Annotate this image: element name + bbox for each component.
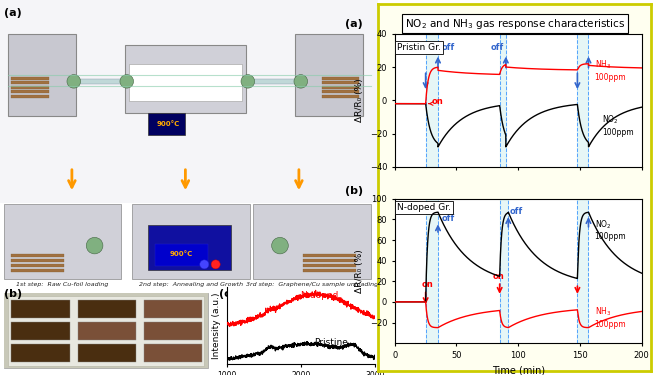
Text: N-doped: N-doped — [300, 291, 339, 300]
Text: 2nd step:  Annealing and Growth: 2nd step: Annealing and Growth — [139, 282, 243, 287]
Bar — [11, 259, 64, 262]
Circle shape — [211, 260, 220, 269]
Bar — [78, 344, 136, 362]
Bar — [322, 94, 359, 98]
Text: 3rd step:  Graphene/Cu sample unloading: 3rd step: Graphene/Cu sample unloading — [246, 282, 378, 287]
Bar — [147, 112, 186, 135]
Bar — [78, 300, 136, 318]
Text: off: off — [442, 214, 455, 223]
Bar — [499, 34, 506, 167]
Bar — [11, 254, 64, 257]
Text: 900°C: 900°C — [157, 121, 180, 127]
Bar — [76, 79, 125, 84]
Bar — [322, 90, 359, 93]
Bar — [322, 76, 359, 80]
Text: NH$_3$
100ppm: NH$_3$ 100ppm — [595, 306, 626, 329]
Text: N-doped Gr.: N-doped Gr. — [397, 203, 451, 212]
Y-axis label: Intensity (a.u.): Intensity (a.u.) — [213, 292, 222, 358]
Bar — [147, 225, 231, 270]
Text: on: on — [422, 280, 434, 290]
Bar — [499, 199, 508, 343]
Text: Pristin Gr.: Pristin Gr. — [397, 43, 441, 52]
Text: (b): (b) — [4, 289, 22, 299]
Bar — [11, 300, 70, 318]
Bar — [303, 264, 355, 267]
Bar — [11, 94, 49, 98]
Y-axis label: ΔR/R₀ (%): ΔR/R₀ (%) — [355, 78, 364, 122]
Text: (a): (a) — [345, 19, 363, 29]
Bar — [426, 199, 438, 343]
Bar — [0, 0, 378, 202]
Circle shape — [120, 75, 134, 88]
Text: on: on — [432, 97, 443, 106]
Bar — [578, 34, 588, 167]
Bar — [4, 204, 121, 279]
Bar — [125, 45, 246, 112]
Bar — [11, 344, 70, 362]
Bar — [11, 90, 49, 93]
Bar — [303, 268, 355, 272]
X-axis label: Time (min): Time (min) — [492, 365, 545, 375]
Bar — [155, 244, 208, 266]
Text: NO$_2$
100ppm: NO$_2$ 100ppm — [602, 114, 634, 137]
Circle shape — [200, 260, 209, 269]
Bar — [11, 268, 64, 272]
Text: off: off — [509, 207, 523, 216]
Y-axis label: ΔR/R₀ (%): ΔR/R₀ (%) — [355, 249, 364, 293]
Text: NO$_2$
100ppm: NO$_2$ 100ppm — [595, 218, 626, 241]
Text: off: off — [442, 44, 455, 52]
Circle shape — [294, 75, 307, 88]
Bar — [11, 264, 64, 267]
Text: (b): (b) — [345, 186, 364, 196]
Bar — [11, 86, 49, 88]
Text: Pristine: Pristine — [314, 338, 347, 347]
Bar — [7, 296, 204, 366]
Text: NH$_3$
100ppm: NH$_3$ 100ppm — [595, 59, 626, 82]
Bar — [7, 34, 76, 116]
Text: 1st step:  Raw Cu-foil loading: 1st step: Raw Cu-foil loading — [16, 282, 109, 287]
Bar — [578, 199, 588, 343]
Bar — [253, 204, 370, 279]
Bar — [295, 34, 363, 116]
Text: (a): (a) — [4, 8, 22, 18]
Text: (c): (c) — [219, 289, 236, 299]
Circle shape — [86, 237, 103, 254]
Bar — [246, 79, 295, 84]
Bar — [143, 300, 203, 318]
Bar — [426, 34, 438, 167]
Bar — [322, 81, 359, 84]
Bar — [11, 81, 49, 84]
Text: NO$_2$ and NH$_3$ gas response characteristics: NO$_2$ and NH$_3$ gas response character… — [405, 16, 625, 31]
Text: on: on — [492, 272, 504, 281]
Bar — [143, 344, 203, 362]
Circle shape — [67, 75, 80, 88]
Bar — [322, 86, 359, 88]
Bar — [4, 292, 208, 368]
Bar — [129, 64, 242, 101]
Bar — [143, 322, 203, 340]
Bar — [303, 254, 355, 257]
Bar — [11, 76, 49, 80]
Circle shape — [241, 75, 255, 88]
Bar — [132, 204, 249, 279]
Bar — [303, 259, 355, 262]
Bar — [78, 322, 136, 340]
Circle shape — [272, 237, 288, 254]
Bar — [4, 292, 208, 368]
Text: 900°C: 900°C — [170, 251, 193, 257]
Bar — [11, 322, 70, 340]
Text: off: off — [491, 44, 504, 52]
